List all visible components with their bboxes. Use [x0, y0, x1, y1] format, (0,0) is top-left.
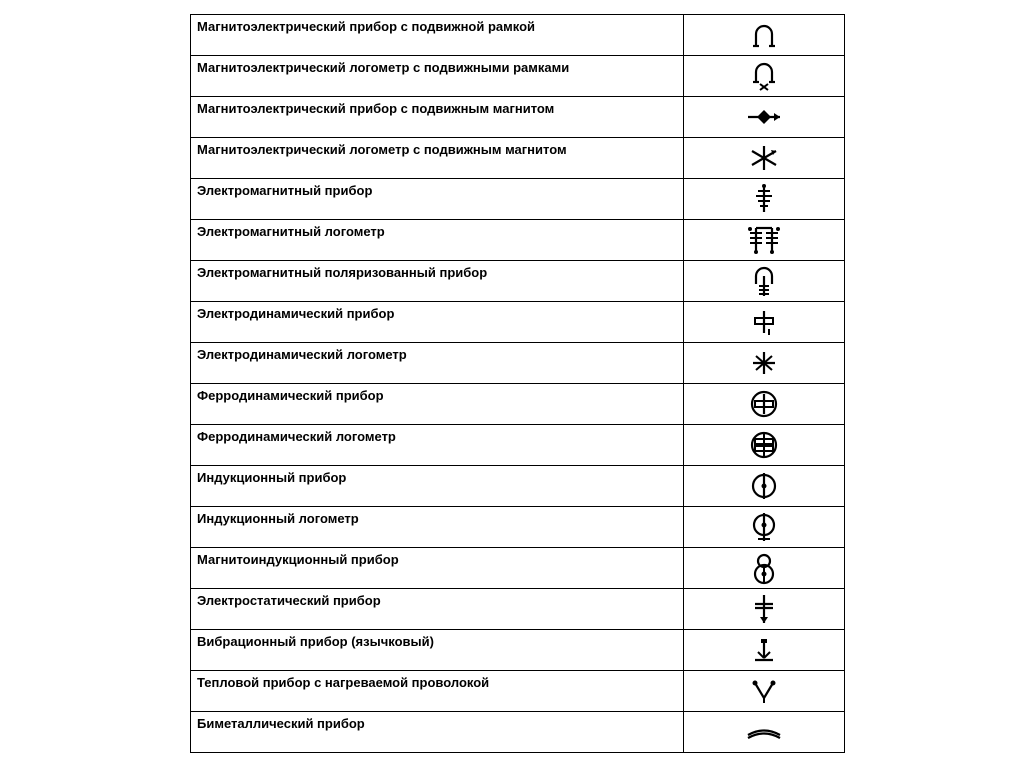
table-row: Электродинамический логометр: [191, 343, 845, 384]
table-row: Электродинамический прибор: [191, 302, 845, 343]
instrument-symbol: [684, 56, 845, 97]
instrument-label: Электродинамический прибор: [191, 302, 684, 343]
instrument-label: Электромагнитный прибор: [191, 179, 684, 220]
table-row: Индукционный прибор: [191, 466, 845, 507]
instrument-label: Электромагнитный логометр: [191, 220, 684, 261]
table-row: Электромагнитный прибор: [191, 179, 845, 220]
instrument-label: Магнитоэлектрический прибор с подвижным …: [191, 97, 684, 138]
instrument-symbol: [684, 261, 845, 302]
table-row: Магнитоэлектрический прибор с подвижным …: [191, 97, 845, 138]
instrument-symbols-table: Магнитоэлектрический прибор с подвижной …: [190, 14, 845, 753]
instrument-symbol: [684, 712, 845, 753]
table-row: Магнитоэлектрический логометр с подвижны…: [191, 138, 845, 179]
instrument-symbol: [684, 630, 845, 671]
instrument-label: Электромагнитный поляризованный прибор: [191, 261, 684, 302]
table-row: Магнитоэлектрический логометр с подвижны…: [191, 56, 845, 97]
instrument-label: Электродинамический логометр: [191, 343, 684, 384]
instrument-label: Ферродинамический прибор: [191, 384, 684, 425]
instrument-symbol: [684, 671, 845, 712]
instrument-symbol: [684, 507, 845, 548]
table-row: Электромагнитный логометр: [191, 220, 845, 261]
instrument-label: Магнитоэлектрический логометр с подвижны…: [191, 56, 684, 97]
instrument-symbol: [684, 384, 845, 425]
table-row: Магнитоэлектрический прибор с подвижной …: [191, 15, 845, 56]
instrument-label: Биметаллический прибор: [191, 712, 684, 753]
instrument-symbol: [684, 589, 845, 630]
instrument-label: Ферродинамический логометр: [191, 425, 684, 466]
instrument-symbol: [684, 343, 845, 384]
instrument-symbol: [684, 15, 845, 56]
instrument-symbol: [684, 425, 845, 466]
table-row: Магнитоиндукционный прибор: [191, 548, 845, 589]
instrument-symbol: [684, 302, 845, 343]
instrument-symbol: [684, 97, 845, 138]
instrument-symbol: [684, 220, 845, 261]
instrument-label: Индукционный прибор: [191, 466, 684, 507]
table-row: Биметаллический прибор: [191, 712, 845, 753]
instrument-label: Тепловой прибор с нагреваемой проволокой: [191, 671, 684, 712]
table-row: Электростатический прибор: [191, 589, 845, 630]
table-row: Индукционный логометр: [191, 507, 845, 548]
instrument-label: Магнитоэлектрический прибор с подвижной …: [191, 15, 684, 56]
instrument-label: Индукционный логометр: [191, 507, 684, 548]
instrument-symbol: [684, 138, 845, 179]
instrument-symbol: [684, 548, 845, 589]
instrument-symbol: [684, 466, 845, 507]
instrument-label: Магнитоэлектрический логометр с подвижны…: [191, 138, 684, 179]
table-row: Ферродинамический прибор: [191, 384, 845, 425]
table-row: Тепловой прибор с нагреваемой проволокой: [191, 671, 845, 712]
instrument-label: Магнитоиндукционный прибор: [191, 548, 684, 589]
table-row: Электромагнитный поляризованный прибор: [191, 261, 845, 302]
instrument-label: Вибрационный прибор (язычковый): [191, 630, 684, 671]
table-row: Вибрационный прибор (язычковый): [191, 630, 845, 671]
table-row: Ферродинамический логометр: [191, 425, 845, 466]
instrument-symbol: [684, 179, 845, 220]
instrument-label: Электростатический прибор: [191, 589, 684, 630]
